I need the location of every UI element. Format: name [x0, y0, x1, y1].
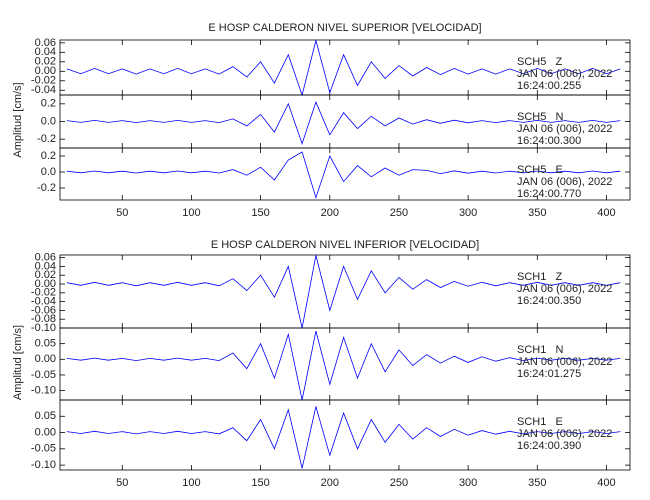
- station-label: SCH5 E: [517, 164, 563, 176]
- time-label: 16:24:01.275: [517, 368, 581, 380]
- x-tick-label: 150: [251, 477, 269, 489]
- x-tick-label: 350: [528, 477, 546, 489]
- chart-title: E HOSP CALDERON NIVEL INFERIOR [VELOCIDA…: [211, 239, 479, 251]
- y-tick-label: -0.10: [31, 459, 56, 471]
- x-tick-label: 200: [321, 207, 339, 219]
- x-tick-label: 200: [321, 477, 339, 489]
- y-tick-label: -0.08: [31, 313, 56, 325]
- y-tick-label: 0.04: [35, 46, 56, 58]
- y-tick-label: 0.00: [35, 353, 56, 365]
- waveform: [66, 38, 621, 97]
- waveform: [66, 406, 621, 469]
- x-tick-label: 400: [597, 207, 615, 219]
- x-tick-label: 250: [390, 477, 408, 489]
- y-tick-label: -0.10: [31, 322, 56, 334]
- time-label: 16:24:00.350: [517, 295, 581, 307]
- station-label: SCH1 N: [517, 344, 564, 356]
- x-tick-label: 300: [459, 477, 477, 489]
- x-tick-label: 350: [528, 207, 546, 219]
- station-label: SCH5 N: [517, 111, 564, 123]
- waveform: [66, 255, 621, 329]
- y-tick-label: 0.02: [35, 56, 56, 68]
- x-tick-label: 150: [251, 207, 269, 219]
- x-tick-label: 50: [116, 207, 128, 219]
- date-label: JAN 06 (006), 2022: [517, 123, 612, 135]
- y-tick-label: 0.05: [35, 338, 56, 350]
- y-tick-label: 0.00: [35, 278, 56, 290]
- x-tick-label: 300: [459, 207, 477, 219]
- x-tick-label: 250: [390, 207, 408, 219]
- y-axis-label: Amplitud [cm/s]: [12, 325, 24, 400]
- time-label: 16:24:00.255: [517, 80, 581, 92]
- waveform: [66, 151, 621, 199]
- y-tick-label: 0.00: [35, 426, 56, 438]
- y-tick-label: -0.02: [31, 75, 56, 87]
- panel-frame: [59, 399, 631, 471]
- time-label: 16:24:00.770: [517, 188, 581, 200]
- y-tick-label: 0.2: [41, 98, 56, 110]
- date-label: JAN 06 (006), 2022: [517, 428, 612, 440]
- waveform: [66, 330, 621, 401]
- y-axis-label: Amplitud [cm/s]: [12, 82, 24, 157]
- y-tick-label: -0.06: [31, 304, 56, 316]
- date-label: JAN 06 (006), 2022: [517, 176, 612, 188]
- y-tick-label: -0.10: [31, 385, 56, 397]
- waveform: [66, 100, 621, 145]
- date-label: JAN 06 (006), 2022: [517, 68, 612, 80]
- y-tick-label: -0.02: [31, 287, 56, 299]
- x-tick-label: 400: [597, 477, 615, 489]
- date-label: JAN 06 (006), 2022: [517, 283, 612, 295]
- y-tick-label: 0.2: [41, 150, 56, 162]
- station-label: SCH1 Z: [517, 271, 563, 283]
- x-tick-label: 50: [116, 477, 128, 489]
- y-tick-label: -0.2: [37, 133, 56, 145]
- y-tick-label: -0.05: [31, 369, 56, 381]
- y-tick-label: 0.02: [35, 269, 56, 281]
- y-tick-label: 0.06: [35, 252, 56, 264]
- y-tick-label: 0.0: [41, 166, 56, 178]
- y-tick-label: 0.00: [35, 65, 56, 77]
- y-tick-label: -0.04: [31, 296, 56, 308]
- time-label: 16:24:00.300: [517, 135, 581, 147]
- y-tick-label: -0.05: [31, 443, 56, 455]
- y-tick-label: 0.0: [41, 115, 56, 127]
- y-tick-label: 0.05: [35, 410, 56, 422]
- station-label: SCH1 E: [517, 416, 563, 428]
- y-tick-label: -0.04: [31, 84, 56, 96]
- y-tick-label: 0.06: [35, 37, 56, 49]
- y-tick-label: 0.04: [35, 260, 56, 272]
- time-label: 16:24:00.390: [517, 440, 581, 452]
- station-label: SCH5 Z: [517, 56, 563, 68]
- date-label: JAN 06 (006), 2022: [517, 356, 612, 368]
- x-tick-label: 100: [182, 477, 200, 489]
- y-tick-label: -0.2: [37, 182, 56, 194]
- chart-title: E HOSP CALDERON NIVEL SUPERIOR [VELOCIDA…: [208, 22, 481, 34]
- panel-frame: [59, 147, 631, 201]
- x-tick-label: 100: [182, 207, 200, 219]
